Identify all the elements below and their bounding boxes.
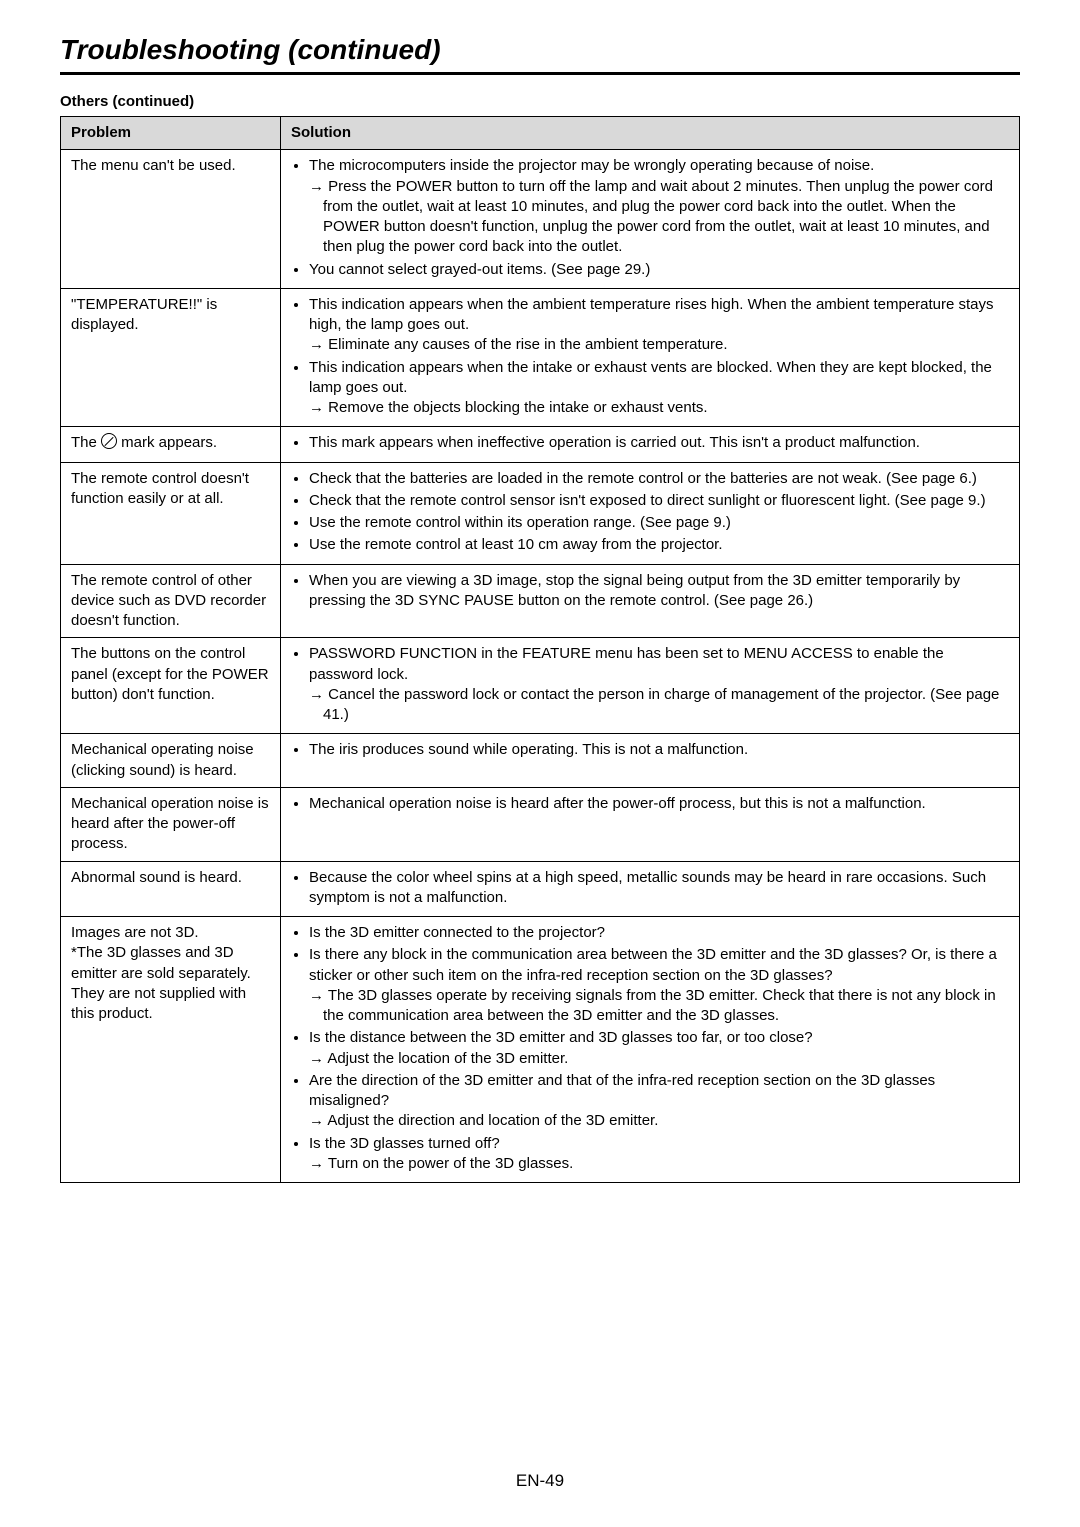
table-row: The remote control doesn't function easi… xyxy=(61,462,1020,564)
solution-item: Mechanical operation noise is heard afte… xyxy=(309,794,1009,814)
solution-item: The iris produces sound while operating.… xyxy=(309,740,1009,760)
solution-item: Is the 3D emitter connected to the proje… xyxy=(309,923,1009,943)
problem-cell: Mechanical operation noise is heard afte… xyxy=(61,787,281,861)
table-row: The menu can't be used. The microcompute… xyxy=(61,150,1020,289)
solution-substep: → Press the POWER button to turn off the… xyxy=(309,177,1009,258)
solution-cell: The iris produces sound while operating.… xyxy=(281,734,1020,788)
problem-cell: The remote control of other device such … xyxy=(61,564,281,638)
solution-substep: → The 3D glasses operate by receiving si… xyxy=(309,986,1009,1027)
solution-item: The microcomputers inside the projector … xyxy=(309,156,1009,257)
solution-item: This mark appears when ineffective opera… xyxy=(309,433,1009,453)
solution-cell: PASSWORD FUNCTION in the FEATURE menu ha… xyxy=(281,638,1020,734)
page-number: EN-49 xyxy=(0,1471,1080,1491)
problem-cell: Images are not 3D. *The 3D glasses and 3… xyxy=(61,917,281,1183)
table-header-row: Problem Solution xyxy=(61,117,1020,150)
solution-item: Check that the remote control sensor isn… xyxy=(309,491,1009,511)
table-row: Images are not 3D. *The 3D glasses and 3… xyxy=(61,917,1020,1183)
problem-cell: Mechanical operating noise (clicking sou… xyxy=(61,734,281,788)
solution-cell: This indication appears when the ambient… xyxy=(281,288,1020,427)
solution-text: Is the distance between the 3D emitter a… xyxy=(309,1029,813,1046)
solution-item: This indication appears when the intake … xyxy=(309,358,1009,419)
problem-cell: The mark appears. xyxy=(61,427,281,462)
solution-text: Is the 3D glasses turned off? xyxy=(309,1135,500,1152)
solution-substep: → Adjust the location of the 3D emitter. xyxy=(309,1049,1009,1069)
solution-item: Is the 3D glasses turned off? → Turn on … xyxy=(309,1134,1009,1175)
problem-cell: "TEMPERATURE!!" is displayed. xyxy=(61,288,281,427)
solution-item: PASSWORD FUNCTION in the FEATURE menu ha… xyxy=(309,644,1009,725)
problem-text-post: mark appears. xyxy=(117,434,217,451)
solution-item: You cannot select grayed-out items. (See… xyxy=(309,260,1009,280)
header-solution: Solution xyxy=(281,117,1020,150)
solution-text: The microcomputers inside the projector … xyxy=(309,157,874,174)
table-row: The remote control of other device such … xyxy=(61,564,1020,638)
table-row: "TEMPERATURE!!" is displayed. This indic… xyxy=(61,288,1020,427)
solution-text: Is there any block in the communication … xyxy=(309,946,997,983)
solution-item: Use the remote control within its operat… xyxy=(309,513,1009,533)
table-row: Abnormal sound is heard. Because the col… xyxy=(61,861,1020,917)
problem-cell: The menu can't be used. xyxy=(61,150,281,289)
section-subheader: Others (continued) xyxy=(60,93,1020,110)
solution-text: This indication appears when the intake … xyxy=(309,359,992,396)
problem-cell: The remote control doesn't function easi… xyxy=(61,462,281,564)
solution-item: Is there any block in the communication … xyxy=(309,945,1009,1026)
solution-substep: → Adjust the direction and location of t… xyxy=(309,1111,1009,1131)
prohibit-icon xyxy=(101,433,117,449)
solution-item: Are the direction of the 3D emitter and … xyxy=(309,1071,1009,1132)
solution-cell: Is the 3D emitter connected to the proje… xyxy=(281,917,1020,1183)
table-row: The buttons on the control panel (except… xyxy=(61,638,1020,734)
solution-substep: → Remove the objects blocking the intake… xyxy=(309,398,1009,418)
header-problem: Problem xyxy=(61,117,281,150)
solution-item: When you are viewing a 3D image, stop th… xyxy=(309,571,1009,612)
table-row: Mechanical operating noise (clicking sou… xyxy=(61,734,1020,788)
problem-cell: The buttons on the control panel (except… xyxy=(61,638,281,734)
solution-item: Check that the batteries are loaded in t… xyxy=(309,469,1009,489)
solution-text: Are the direction of the 3D emitter and … xyxy=(309,1072,935,1109)
solution-substep: → Eliminate any causes of the rise in th… xyxy=(309,335,1009,355)
solution-text: This indication appears when the ambient… xyxy=(309,296,994,333)
solution-item: Is the distance between the 3D emitter a… xyxy=(309,1028,1009,1069)
solution-item: Because the color wheel spins at a high … xyxy=(309,868,1009,909)
solution-item: This indication appears when the ambient… xyxy=(309,295,1009,356)
title-rule xyxy=(60,72,1020,75)
solution-substep: → Cancel the password lock or contact th… xyxy=(309,685,1009,726)
solution-cell: Mechanical operation noise is heard afte… xyxy=(281,787,1020,861)
page-container: Troubleshooting (continued) Others (cont… xyxy=(0,0,1080,1527)
solution-cell: Check that the batteries are loaded in t… xyxy=(281,462,1020,564)
page-title: Troubleshooting (continued) xyxy=(60,34,1020,66)
solution-cell: The microcomputers inside the projector … xyxy=(281,150,1020,289)
table-row: Mechanical operation noise is heard afte… xyxy=(61,787,1020,861)
solution-substep: → Turn on the power of the 3D glasses. xyxy=(309,1154,1009,1174)
solution-cell: Because the color wheel spins at a high … xyxy=(281,861,1020,917)
problem-text-pre: The xyxy=(71,434,101,451)
solution-cell: This mark appears when ineffective opera… xyxy=(281,427,1020,462)
troubleshooting-table: Problem Solution The menu can't be used.… xyxy=(60,116,1020,1183)
solution-text: PASSWORD FUNCTION in the FEATURE menu ha… xyxy=(309,645,944,682)
table-row: The mark appears. This mark appears when… xyxy=(61,427,1020,462)
problem-cell: Abnormal sound is heard. xyxy=(61,861,281,917)
solution-cell: When you are viewing a 3D image, stop th… xyxy=(281,564,1020,638)
solution-item: Use the remote control at least 10 cm aw… xyxy=(309,535,1009,555)
